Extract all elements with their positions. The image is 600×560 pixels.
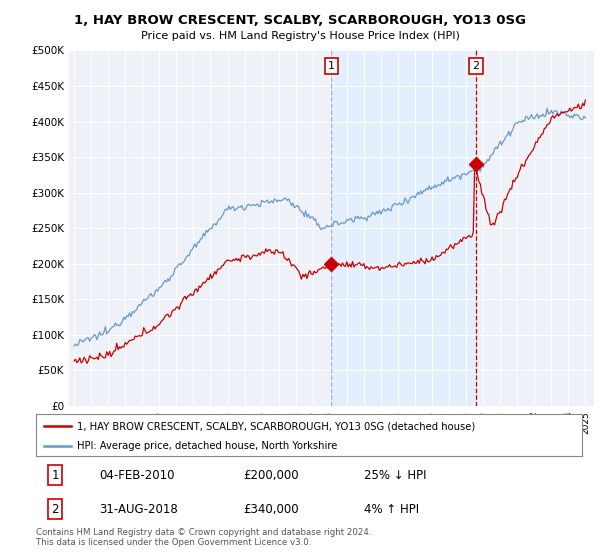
- Text: Price paid vs. HM Land Registry's House Price Index (HPI): Price paid vs. HM Land Registry's House …: [140, 31, 460, 41]
- Text: 31-AUG-2018: 31-AUG-2018: [99, 503, 178, 516]
- Text: 1, HAY BROW CRESCENT, SCALBY, SCARBOROUGH, YO13 0SG: 1, HAY BROW CRESCENT, SCALBY, SCARBOROUG…: [74, 14, 526, 27]
- Text: 2: 2: [473, 61, 479, 71]
- Text: 1: 1: [52, 469, 59, 482]
- Text: 4% ↑ HPI: 4% ↑ HPI: [364, 503, 419, 516]
- Text: HPI: Average price, detached house, North Yorkshire: HPI: Average price, detached house, Nort…: [77, 441, 337, 451]
- Text: £200,000: £200,000: [244, 469, 299, 482]
- Text: 1: 1: [328, 61, 335, 71]
- Bar: [331, 50, 476, 406]
- Text: 2: 2: [52, 503, 59, 516]
- Text: 04-FEB-2010: 04-FEB-2010: [99, 469, 174, 482]
- Text: 25% ↓ HPI: 25% ↓ HPI: [364, 469, 426, 482]
- Text: Contains HM Land Registry data © Crown copyright and database right 2024.
This d: Contains HM Land Registry data © Crown c…: [36, 528, 371, 547]
- Text: 1, HAY BROW CRESCENT, SCALBY, SCARBOROUGH, YO13 0SG (detached house): 1, HAY BROW CRESCENT, SCALBY, SCARBOROUG…: [77, 421, 475, 431]
- Text: £340,000: £340,000: [244, 503, 299, 516]
